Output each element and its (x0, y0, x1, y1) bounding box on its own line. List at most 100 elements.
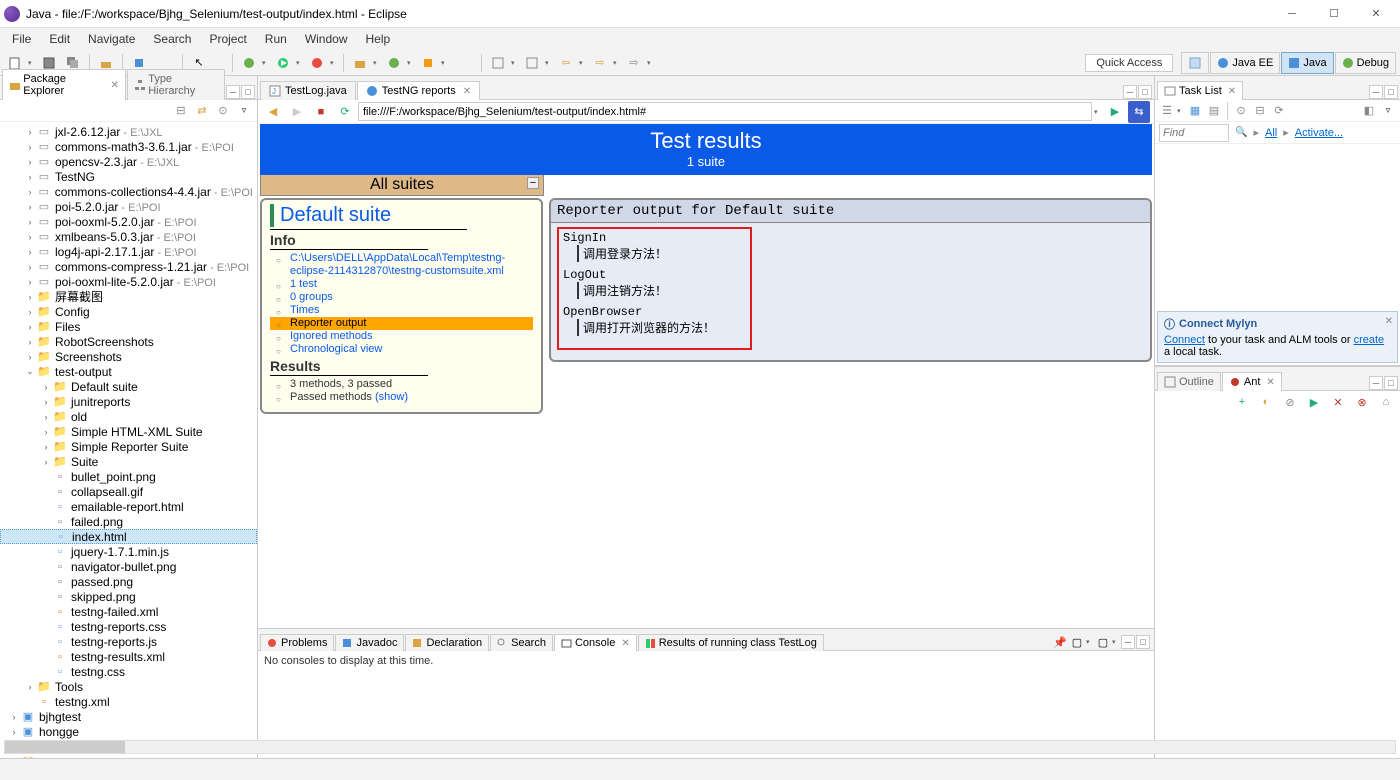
tree-item[interactable]: ▫testng-results.xml (0, 649, 257, 664)
coverage-button[interactable] (306, 52, 328, 74)
info-link-reporter[interactable]: Reporter output (290, 317, 366, 329)
tree-item[interactable]: ▫testng.xml (0, 694, 257, 709)
maximize-outline-button[interactable]: □ (1384, 376, 1398, 390)
tree-toggle-icon[interactable]: › (8, 712, 20, 722)
tree-toggle-icon[interactable]: › (24, 262, 36, 272)
collapse-all-button[interactable]: ⊟ (172, 102, 190, 120)
tree-item[interactable]: ›📁reportng (0, 754, 257, 758)
tree-item[interactable]: ▫collapseall.gif (0, 484, 257, 499)
menu-help[interactable]: Help (358, 30, 399, 48)
maximize-editor-button[interactable]: □ (1138, 85, 1152, 99)
tree-item[interactable]: ▫emailable-report.html (0, 499, 257, 514)
ant-add-button[interactable]: + (1231, 391, 1253, 413)
tab-declaration[interactable]: Declaration (405, 634, 489, 651)
info-link-tests[interactable]: 1 test (290, 278, 317, 290)
perspective-java-ee[interactable]: Java EE (1210, 52, 1280, 74)
maximize-view-button[interactable]: □ (241, 85, 255, 99)
tree-item[interactable]: ▫failed.png (0, 514, 257, 529)
url-input[interactable] (358, 102, 1092, 121)
tree-toggle-icon[interactable]: ⌄ (24, 366, 36, 377)
tree-item[interactable]: ›📁Simple HTML-XML Suite (0, 424, 257, 439)
view-menu-button[interactable]: ▿ (235, 102, 253, 120)
tree-toggle-icon[interactable]: › (40, 412, 52, 422)
menu-navigate[interactable]: Navigate (80, 30, 143, 48)
horizontal-scrollbar[interactable] (4, 740, 1396, 754)
all-link[interactable]: All (1265, 127, 1277, 139)
tree-toggle-icon[interactable]: › (8, 727, 20, 737)
perspective-java[interactable]: Java (1281, 52, 1333, 74)
forward-button[interactable]: ⇨ (589, 52, 611, 74)
tree-item[interactable]: ▫skipped.png (0, 589, 257, 604)
browser-back-button[interactable]: ◀ (262, 101, 284, 123)
tree-item[interactable]: ›📁old (0, 409, 257, 424)
info-link-groups[interactable]: 0 groups (290, 291, 333, 303)
maximize-console-button[interactable]: □ (1136, 635, 1150, 649)
tree-item[interactable]: ›▭poi-5.2.0.jar - E:\POI (0, 199, 257, 214)
maximize-task-button[interactable]: □ (1384, 85, 1398, 99)
menu-file[interactable]: File (4, 30, 39, 48)
tree-toggle-icon[interactable]: › (40, 397, 52, 407)
results-show-link[interactable]: (show) (375, 391, 408, 403)
tree-item[interactable]: ›▭jxl-2.6.12.jar - E:\JXL (0, 124, 257, 139)
tree-item[interactable]: ›📁Default suite (0, 379, 257, 394)
tab-problems[interactable]: Problems (260, 634, 334, 651)
next-button[interactable]: ⇨ (623, 52, 645, 74)
minimize-task-button[interactable]: ─ (1369, 85, 1383, 99)
ant-remove-button[interactable]: ✕ (1327, 391, 1349, 413)
tree-item[interactable]: ›▭log4j-api-2.17.1.jar - E:\POI (0, 244, 257, 259)
tree-item[interactable]: ▫bullet_point.png (0, 469, 257, 484)
close-icon[interactable]: ✕ (621, 638, 629, 649)
tree-item[interactable]: ›📁junitreports (0, 394, 257, 409)
tree-item[interactable]: ›📁Files (0, 319, 257, 334)
tab-search[interactable]: Search (490, 634, 553, 651)
link-editor-button[interactable]: ⇄ (193, 102, 211, 120)
tree-item[interactable]: ›▭poi-ooxml-lite-5.2.0.jar - E:\POI (0, 274, 257, 289)
tab-console[interactable]: Console✕ (554, 634, 637, 651)
ant-removeall-button[interactable]: ⊗ (1351, 391, 1373, 413)
tree-item[interactable]: ▫testng-reports.css (0, 619, 257, 634)
tab-results[interactable]: Results of running class TestLog (638, 634, 824, 651)
browser-refresh-button[interactable]: ⟳ (334, 101, 356, 123)
tree-toggle-icon[interactable]: › (24, 352, 36, 362)
collapse-icon[interactable]: − (527, 177, 539, 189)
tree-item[interactable]: ›▭commons-math3-3.6.1.jar - E:\POI (0, 139, 257, 154)
quick-access[interactable]: Quick Access (1085, 54, 1173, 72)
menu-search[interactable]: Search (145, 30, 199, 48)
tree-toggle-icon[interactable]: › (24, 142, 36, 152)
editor-tab-testlog[interactable]: J TestLog.java (260, 81, 356, 100)
tab-type-hierarchy[interactable]: Type Hierarchy (127, 69, 225, 100)
close-icon[interactable]: ✕ (1266, 377, 1274, 388)
tree-toggle-icon[interactable]: › (40, 427, 52, 437)
tree-item[interactable]: ›▭poi-ooxml-5.2.0.jar - E:\POI (0, 214, 257, 229)
tree-toggle-icon[interactable]: › (24, 322, 36, 332)
tree-toggle-icon[interactable]: › (40, 457, 52, 467)
tree-toggle-icon[interactable]: › (24, 157, 36, 167)
ant-hide-button[interactable]: ◐ (1255, 391, 1277, 413)
task-collapse-button[interactable]: ⊟ (1251, 102, 1269, 120)
tree-item[interactable]: ›📁RobotScreenshots (0, 334, 257, 349)
editor-tab-testng[interactable]: TestNG reports ✕ (357, 81, 480, 100)
task-menu-button[interactable]: ▿ (1379, 102, 1397, 120)
browser-toggle-button[interactable]: ⇆ (1128, 101, 1150, 123)
info-link-xml[interactable]: C:\Users\DELL\AppData\Local\Temp\testng-… (290, 252, 505, 277)
tab-package-explorer[interactable]: Package Explorer ✕ (2, 69, 126, 100)
run-button[interactable] (272, 52, 294, 74)
minimize-button[interactable]: ─ (1272, 2, 1312, 26)
tree-toggle-icon[interactable]: › (24, 232, 36, 242)
task-focus-button[interactable]: ⊙ (1232, 102, 1250, 120)
tree-item[interactable]: ›📁Tools (0, 679, 257, 694)
tab-task-list[interactable]: Task List ✕ (1157, 81, 1243, 100)
nav-button-2[interactable] (521, 52, 543, 74)
menu-edit[interactable]: Edit (41, 30, 78, 48)
info-link-chrono[interactable]: Chronological view (290, 343, 382, 355)
tree-item[interactable]: ›▣hongge (0, 724, 257, 739)
ant-filter-button[interactable]: ⊘ (1279, 391, 1301, 413)
tab-outline[interactable]: Outline (1157, 372, 1221, 391)
tab-javadoc[interactable]: Javadoc (335, 634, 404, 651)
task-new-button[interactable]: ☰ (1158, 102, 1176, 120)
close-icon[interactable]: ✕ (463, 86, 471, 97)
console-display-button[interactable]: ▢ (1069, 634, 1085, 650)
ant-home-button[interactable]: ⌂ (1375, 391, 1397, 413)
tree-item[interactable]: ›▭commons-collections4-4.4.jar - E:\POI (0, 184, 257, 199)
tree-toggle-icon[interactable]: › (24, 292, 36, 302)
